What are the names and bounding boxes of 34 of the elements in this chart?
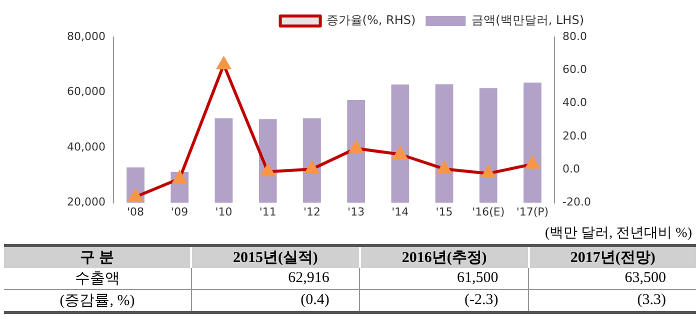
y2-tick-label: 40.0 (562, 96, 588, 110)
y2-tick-label: 60.0 (562, 63, 588, 76)
x-tick-label: '08 (127, 205, 144, 218)
category-label: (증감률, %) (60, 293, 135, 309)
x-tick-label: '14 (392, 205, 409, 218)
legend-label: 증가율(%, RHS) (326, 13, 416, 28)
y-tick-label: 80,000 (66, 30, 106, 43)
x-tick-label: '13 (348, 205, 365, 218)
text: (-2.3) (464, 292, 498, 308)
category-label: 2016년(추정) (360, 246, 529, 268)
y2-tick-label: 80.0 (562, 30, 588, 43)
legend-label: 금액(백만달러, LHS) (472, 13, 584, 28)
category-label: 수출액 (74, 271, 120, 287)
category-label: 2015년(실적) (191, 246, 360, 268)
text: 63,500 (624, 270, 666, 286)
x-tick-label: '15 (436, 205, 453, 218)
x-tick-label: '10 (215, 205, 232, 218)
x-tick-label: '12 (303, 205, 320, 218)
x-tick-label: '11 (259, 205, 276, 218)
y-tick-label: 60,000 (66, 85, 106, 98)
y2-tick-label: -20.0 (562, 196, 592, 209)
y2-tick-label: 0.0 (562, 162, 580, 176)
text: (0.4) (300, 292, 330, 308)
text: 61,500 (457, 270, 498, 286)
x-tick-label: '17(P) (516, 205, 549, 218)
category-label: 2017년(전망) (528, 246, 696, 268)
x-tick-label: '16(E) (472, 205, 505, 218)
y-tick-label: 20,000 (66, 196, 106, 209)
y-tick-label: 40,000 (66, 140, 106, 154)
y2-tick-label: 20.0 (562, 129, 588, 142)
text: 62,916 (288, 270, 330, 286)
text: (백만 달러, 전년대비 %) (544, 225, 693, 243)
x-tick-label: '09 (171, 205, 188, 218)
text: (3.3) (637, 292, 666, 308)
